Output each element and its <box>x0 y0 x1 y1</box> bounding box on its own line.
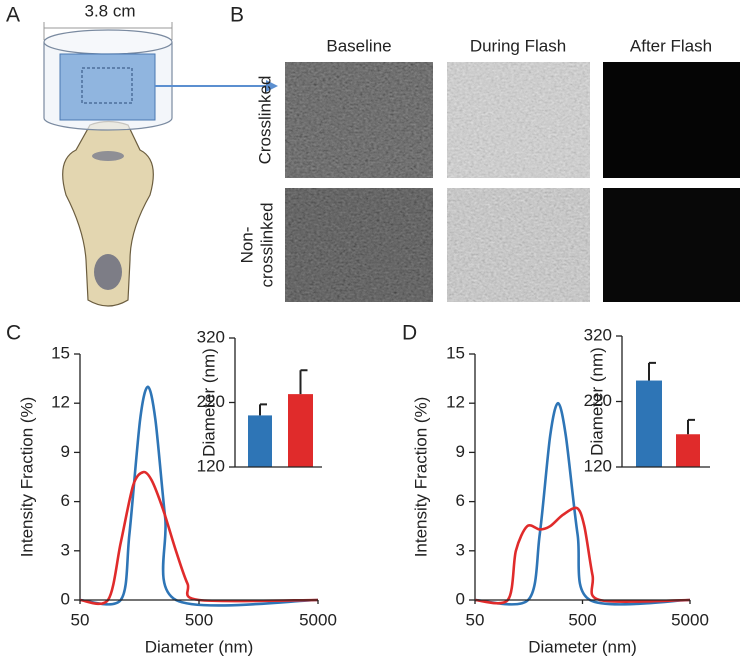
column-title: During Flash <box>470 36 566 55</box>
bar <box>288 394 313 467</box>
error-bar <box>259 403 267 416</box>
bar <box>676 434 700 467</box>
ultrasound-images <box>285 62 740 302</box>
y-tick-label: 6 <box>456 491 465 510</box>
y-tick-label: 0 <box>61 589 70 608</box>
x-tick-label: 5000 <box>671 610 709 629</box>
x-axis-label: Diameter (nm) <box>145 637 254 656</box>
y-tick-label: 3 <box>61 540 70 559</box>
y-tick-label: 15 <box>446 343 465 362</box>
x-tick-label: 50 <box>466 610 485 629</box>
y-tick-label: 120 <box>584 456 612 475</box>
series-line <box>474 506 691 605</box>
row-title: Non- <box>237 227 256 264</box>
y-axis-label: Intensity Fraction (%) <box>411 397 430 558</box>
error-bar <box>299 369 308 395</box>
x-tick-label: 500 <box>185 610 213 629</box>
x-axis-label: Diameter (nm) <box>528 637 637 656</box>
y-tick-label: 0 <box>456 589 465 608</box>
x-tick-label: 50 <box>71 610 90 629</box>
x-tick-label: 5000 <box>299 610 337 629</box>
y-tick-label: 6 <box>61 491 70 510</box>
imaging-plane <box>59 53 156 121</box>
error-bar <box>687 418 695 435</box>
y-tick-label: 320 <box>584 325 612 344</box>
y-tick-label: 12 <box>51 393 70 412</box>
probe <box>62 120 154 307</box>
panel-label: D <box>402 322 417 345</box>
series-line <box>79 470 319 606</box>
panel-label: C <box>6 322 21 345</box>
bar <box>248 415 272 467</box>
y-tick-label: 9 <box>456 442 465 461</box>
y-tick-label: 3 <box>456 540 465 559</box>
y-tick-label: 12 <box>446 393 465 412</box>
panel-label: B <box>230 4 244 27</box>
y-tick-label: 220 <box>197 392 225 411</box>
y-tick-label: 120 <box>197 456 225 475</box>
row-title: crosslinked <box>257 202 276 287</box>
arrow <box>155 80 278 92</box>
column-title: Baseline <box>326 36 391 55</box>
scale-bar <box>43 22 173 40</box>
y-tick-label: 320 <box>197 327 225 346</box>
y-tick-label: 220 <box>584 391 612 410</box>
series-line <box>474 401 691 606</box>
y-tick-label: 9 <box>61 442 70 461</box>
y-axis-label: Diameter (nm) <box>199 348 218 457</box>
panel-label: A <box>6 4 20 27</box>
y-axis-label: Diameter (nm) <box>587 347 606 456</box>
row-title: Crosslinked <box>255 76 274 165</box>
column-title: After Flash <box>630 36 712 55</box>
scale-label: 3.8 cm <box>84 1 135 20</box>
error-bar <box>648 361 656 381</box>
x-tick-label: 500 <box>568 610 596 629</box>
y-axis-label: Intensity Fraction (%) <box>17 397 36 558</box>
bar <box>636 380 662 467</box>
region <box>81 67 133 104</box>
y-tick-label: 15 <box>51 343 70 362</box>
